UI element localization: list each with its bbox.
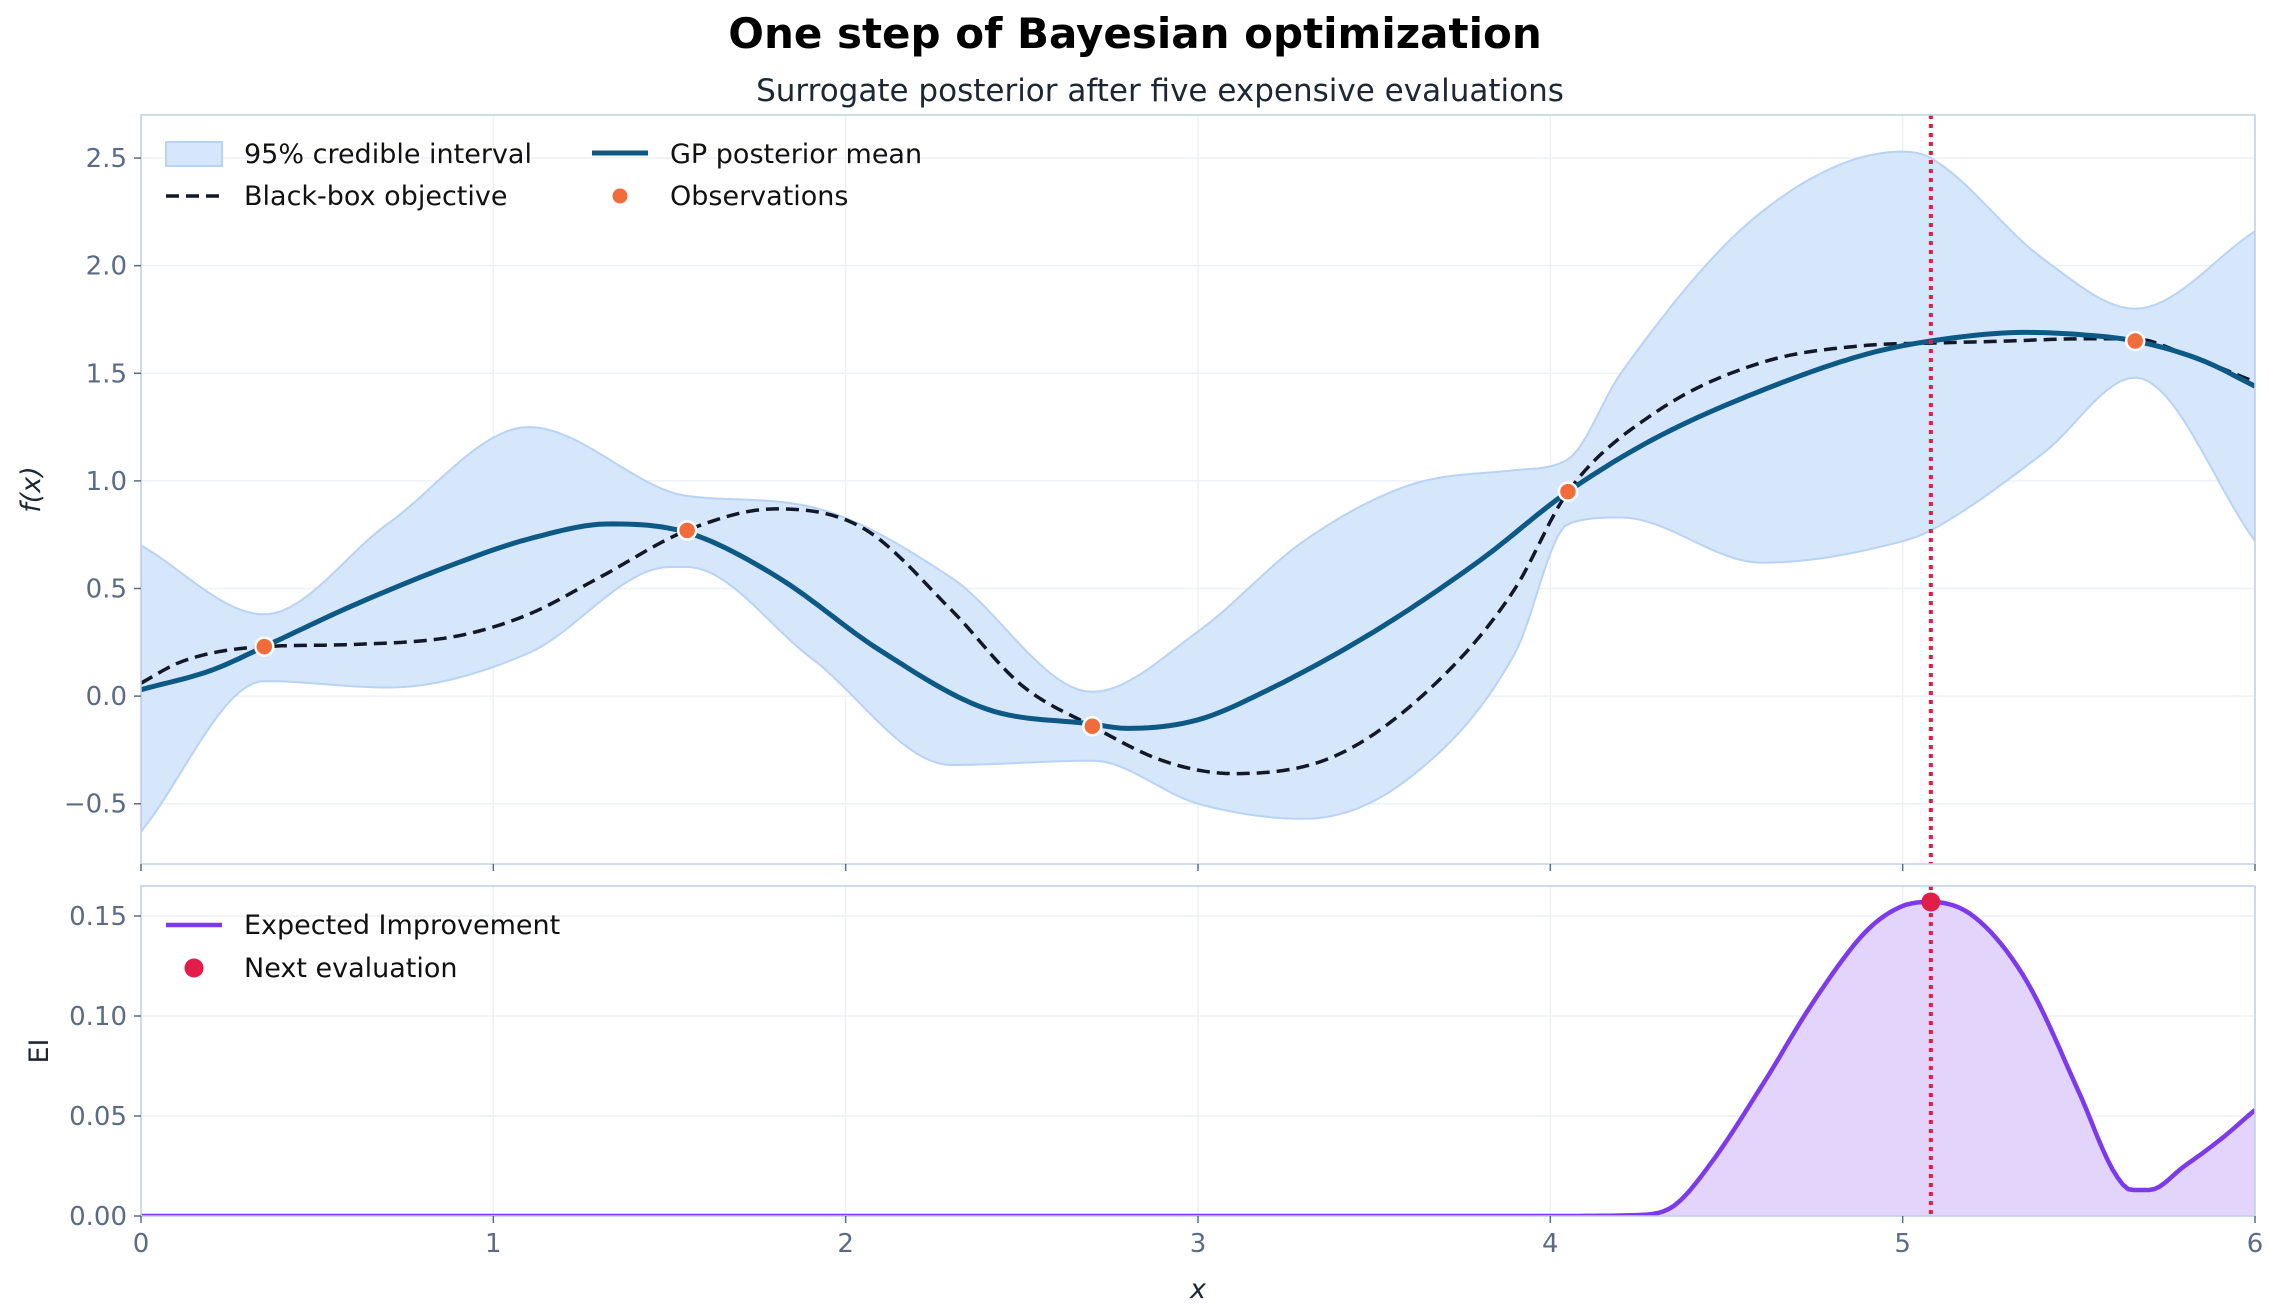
y-tick-label: 1.0 (86, 467, 127, 497)
top-legend: 95% credible interval Black-box objective… (165, 139, 922, 212)
observation-point (2124, 330, 2146, 352)
x-tick-label: 4 (1542, 1229, 1559, 1259)
x-tick-label: 2 (837, 1229, 854, 1259)
x-tick-label: 5 (1894, 1229, 1911, 1259)
objective-line (141, 337, 2255, 776)
x-tick-label: 6 (2247, 1229, 2264, 1259)
legend-label-observations: Observations (670, 181, 848, 212)
y-tick-label: 0.00 (69, 1202, 127, 1232)
plot-area (141, 150, 2255, 834)
legend-swatch-band (165, 141, 223, 167)
x-axis-label: x (1189, 1274, 1207, 1305)
legend-label-next-evaluation: Next evaluation (244, 953, 458, 984)
legend-label-objective: Black-box objective (244, 181, 507, 212)
y-axis-label: EI (24, 1038, 55, 1063)
legend-swatch-next-evaluation (184, 958, 204, 978)
acquisition-panel: 0 1 2 3 4 5 6 0.00 0.05 0.10 0.15 EI x Expected Impro… (24, 885, 2264, 1305)
y-tick-label: 0.0 (86, 682, 127, 712)
next-evaluation-point (1921, 892, 1941, 912)
posterior-mean-line (141, 329, 2255, 731)
ei-area-fill (141, 902, 2255, 1216)
bottom-legend: Expected Improvement Next evaluation (166, 910, 560, 984)
legend-swatch-observations (610, 186, 630, 206)
y-tick-label: 2.0 (86, 252, 127, 282)
y-axis-label: f(x) (16, 466, 47, 513)
legend-label-mean: GP posterior mean (670, 139, 922, 170)
observation-point (1557, 481, 1579, 502)
observation-point (1082, 716, 1103, 737)
y-tick-label: 2.5 (86, 144, 127, 174)
legend-label-band: 95% credible interval (244, 139, 532, 170)
y-tick-label: 0.5 (86, 575, 127, 605)
figure-title: One step of Bayesian optimization (728, 9, 1541, 58)
y-tick-label: 1.5 (86, 359, 127, 389)
x-tick-label: 1 (485, 1229, 502, 1259)
legend-label-ei: Expected Improvement (244, 910, 560, 941)
top-panel-subtitle: Surrogate posterior after five expensive… (756, 73, 1564, 109)
observation-point (676, 520, 698, 541)
plot-area (141, 899, 2255, 1216)
y-tick-label: 0.05 (69, 1102, 127, 1132)
observation-point (254, 636, 275, 657)
y-tick-label: −0.5 (64, 790, 127, 820)
y-tick-label: 0.10 (69, 1002, 127, 1032)
x-tick-label: 0 (133, 1229, 150, 1259)
x-tick-label: 3 (1190, 1229, 1207, 1259)
posterior-panel: −0.5 0.0 0.5 1.0 1.5 2.0 2.5 f(x) 95% credible i… (16, 114, 2256, 871)
y-tick-label: 0.15 (69, 902, 127, 932)
ei-line (141, 899, 2255, 1216)
